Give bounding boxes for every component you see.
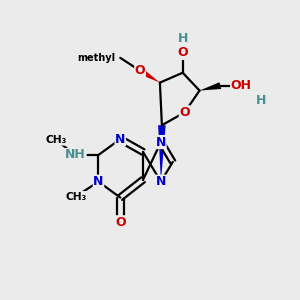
Polygon shape	[200, 82, 221, 91]
Polygon shape	[138, 68, 160, 82]
Text: O: O	[179, 106, 190, 119]
Text: CH₃: CH₃	[65, 192, 86, 202]
Text: CH₃: CH₃	[45, 135, 67, 145]
Text: NH: NH	[65, 148, 86, 161]
Text: methyl: methyl	[77, 53, 115, 63]
Text: H: H	[256, 94, 266, 107]
Polygon shape	[158, 125, 166, 182]
Text: N: N	[93, 175, 104, 188]
Text: N: N	[156, 175, 166, 188]
Text: OH: OH	[231, 79, 252, 92]
Text: O: O	[135, 64, 146, 77]
Text: O: O	[177, 46, 188, 59]
Text: O: O	[115, 216, 126, 229]
Text: N: N	[115, 133, 125, 146]
Text: N: N	[156, 136, 166, 148]
Text: H: H	[178, 32, 188, 44]
